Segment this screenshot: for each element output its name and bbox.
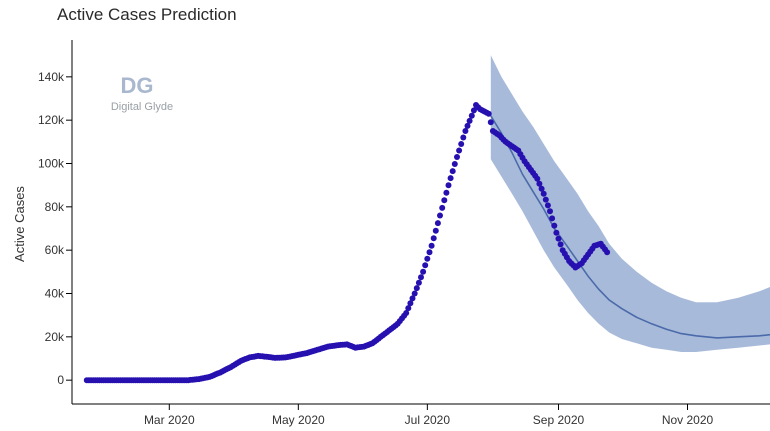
data-point [468,112,475,119]
x-tick-label: May 2020 [272,413,325,427]
data-point [487,119,494,126]
prediction-band-layer [490,55,770,352]
y-tick-label: 140k [38,70,65,84]
y-tick-label: 80k [45,200,65,214]
prediction-band [490,55,770,352]
data-point [405,305,412,312]
data-point [549,215,556,222]
prediction-line-layer [490,115,770,339]
y-tick-label: 40k [45,287,65,301]
data-point [411,290,418,297]
data-point [434,220,441,227]
x-tick-label: Sep 2020 [533,413,585,427]
y-tick-label: 60k [45,243,65,257]
data-point [555,235,562,242]
data-point [447,175,454,182]
logo-mark: DG [121,73,154,98]
chart-title: Active Cases Prediction [57,5,237,24]
logo-text: Digital Glyde [111,101,173,113]
data-point [430,235,437,242]
data-point [437,212,443,219]
data-point [413,285,420,292]
data-point [445,182,452,189]
y-tick-label: 120k [38,113,65,127]
data-point [439,204,446,211]
data-point [536,180,543,187]
data-point [441,197,448,204]
data-point [551,222,558,229]
y-axis-title: Active Cases [12,186,27,262]
data-point [466,117,473,124]
data-point [409,295,416,302]
data-point [426,249,433,256]
data-point [547,208,553,215]
prediction-line [490,115,770,339]
data-point [424,255,431,262]
axes [71,40,770,405]
data-point [454,154,460,160]
data-point [485,110,492,117]
data-point [470,107,477,114]
data-point [407,300,414,307]
actual-cases-layer [83,102,611,384]
x-tick-label: Nov 2020 [662,413,714,427]
x-tick-label: Mar 2020 [144,413,195,427]
data-point [544,202,551,209]
data-point [534,175,541,182]
data-point [604,249,611,256]
x-ticks: Mar 2020 May 2020 Jul 2020 Sep 2020 Nov 2020 [144,404,714,427]
data-point [542,196,549,203]
data-point [428,242,435,249]
data-point [458,141,465,147]
data-point [460,134,467,141]
data-point [403,310,410,316]
data-point [449,168,456,175]
y-tick-label: 20k [45,330,65,344]
data-point [464,122,471,129]
data-point [418,274,424,281]
data-point [432,227,439,234]
data-point [415,279,422,286]
data-point [456,147,463,154]
data-point [422,262,429,269]
y-tick-label: 0 [57,373,64,387]
data-point [553,229,560,236]
data-point [557,241,564,248]
data-point [540,190,547,197]
data-point [462,128,469,134]
watermark-logo: DG Digital Glyde [111,73,173,113]
data-point [538,185,545,192]
y-ticks: 0 20k 40k 60k 80k 100k 120k 140k [38,70,72,387]
data-point [443,189,450,196]
data-point [451,161,458,167]
x-tick-label: Jul 2020 [405,413,451,427]
y-tick-label: 100k [38,157,65,171]
data-point [420,268,427,275]
